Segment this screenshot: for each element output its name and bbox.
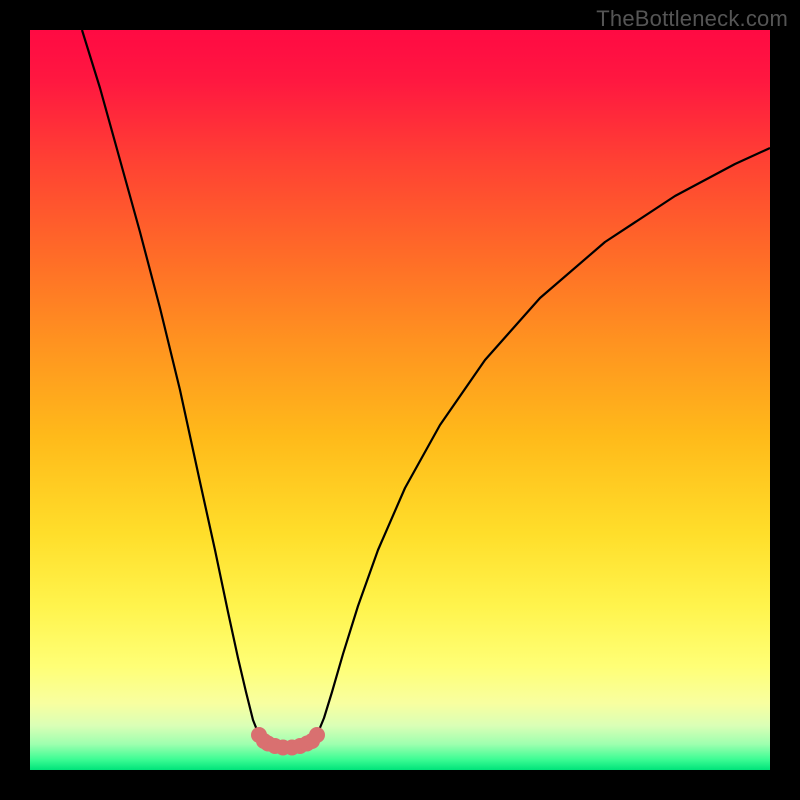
plot-area <box>30 30 770 770</box>
chart-frame: TheBottleneck.com <box>0 0 800 800</box>
gradient-background <box>30 30 770 770</box>
watermark-text: TheBottleneck.com <box>596 6 788 32</box>
trough-marker <box>310 728 325 743</box>
bottleneck-curve-chart <box>30 30 770 770</box>
